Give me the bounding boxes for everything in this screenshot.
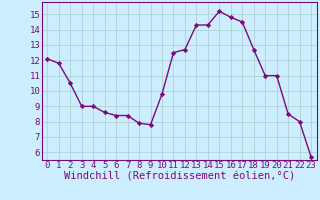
X-axis label: Windchill (Refroidissement éolien,°C): Windchill (Refroidissement éolien,°C) — [64, 172, 295, 182]
